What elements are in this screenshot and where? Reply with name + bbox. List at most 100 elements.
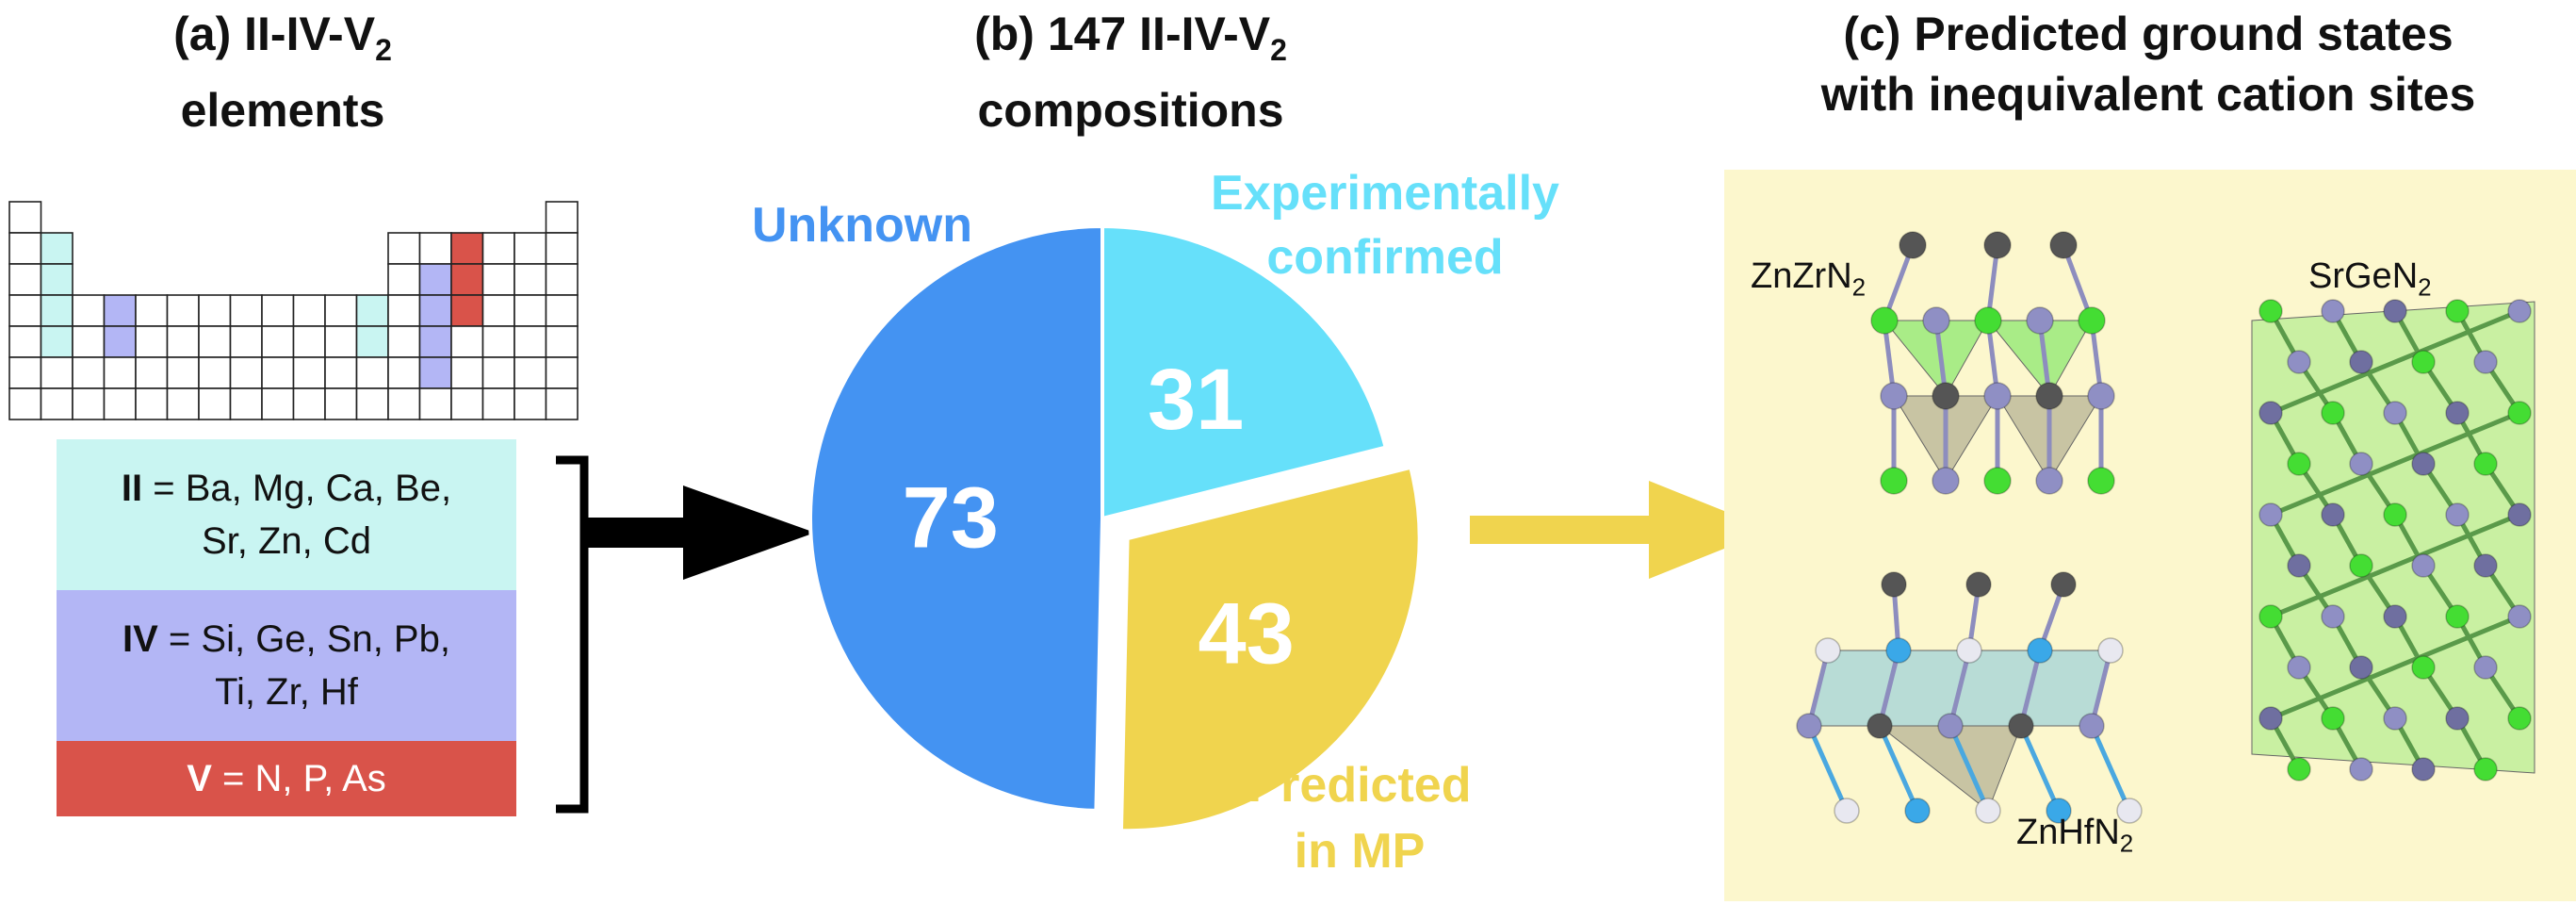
pt-cell — [103, 325, 137, 358]
pt-cell — [481, 294, 515, 327]
pt-cell — [8, 356, 42, 389]
atom — [2321, 299, 2345, 323]
pt-cell — [387, 263, 421, 296]
bond — [1877, 724, 1920, 813]
pt-cell — [8, 232, 42, 265]
atom — [2049, 231, 2078, 259]
atom — [2258, 604, 2283, 629]
atom — [2287, 350, 2311, 374]
atom — [1983, 231, 2012, 259]
atom — [2258, 502, 2283, 527]
atom — [2411, 350, 2436, 374]
label-srgen2: SrGeN2 — [2308, 256, 2432, 302]
pt-cell — [545, 263, 579, 296]
panel-b-title: (b) 147 II-IV-V2 compositions — [974, 8, 1287, 137]
pt-cell — [450, 263, 484, 296]
pt-cell — [103, 356, 137, 389]
pt-cell — [450, 387, 484, 420]
pt-cell — [166, 325, 200, 358]
atom — [1956, 637, 1982, 664]
pt-cell — [166, 387, 200, 420]
atom — [2473, 452, 2498, 476]
atom — [2383, 299, 2407, 323]
atom — [1885, 637, 1912, 664]
atom — [2507, 604, 2532, 629]
pt-cell — [545, 201, 579, 234]
label-znhfn2: ZnHfN2 — [2016, 813, 2134, 858]
atom — [1937, 713, 1964, 739]
pt-cell — [198, 294, 232, 327]
pt-cell — [198, 387, 232, 420]
atom — [2035, 467, 2063, 495]
atom — [2349, 757, 2373, 782]
atom — [2287, 452, 2311, 476]
atom — [2411, 553, 2436, 578]
atom — [2046, 798, 2072, 824]
pt-cell — [324, 294, 358, 327]
atom — [1983, 382, 2012, 410]
atom — [1932, 467, 1960, 495]
atom — [2035, 382, 2063, 410]
bond — [2089, 650, 2113, 727]
pt-cell — [72, 325, 106, 358]
pt-cell — [8, 294, 42, 327]
atom — [2087, 382, 2115, 410]
pt-cell — [418, 387, 452, 420]
bond — [2270, 410, 2520, 518]
pt-cell — [40, 294, 73, 327]
arrow-head-yellow — [1649, 481, 1771, 579]
atom — [2445, 706, 2470, 731]
atom — [2321, 706, 2345, 731]
pt-cell — [418, 356, 452, 389]
atom — [1922, 306, 1950, 335]
atom — [2321, 502, 2345, 527]
pt-cell — [261, 294, 295, 327]
arrow-head-black — [683, 485, 815, 580]
atom — [2445, 502, 2470, 527]
atom — [2321, 604, 2345, 629]
label-znzrn2: ZnZrN2 — [1751, 256, 1867, 302]
pt-cell — [40, 263, 73, 296]
atom — [1975, 798, 2001, 824]
pt-cell — [418, 325, 452, 358]
atom — [1815, 637, 1841, 664]
pt-cell — [198, 325, 232, 358]
pie-chart: 73 31 43 Unknown Experimentally confirme… — [752, 170, 1559, 879]
pt-cell — [229, 325, 263, 358]
pt-cell — [545, 387, 579, 420]
atom — [2383, 401, 2407, 425]
label-predicted-1: Predicted — [1248, 758, 1472, 813]
atom — [2349, 350, 2373, 374]
atom — [1932, 382, 1960, 410]
panel-c-title: (c) Predicted ground states with inequiv… — [1820, 8, 2476, 121]
pt-cell — [355, 387, 389, 420]
pt-cell — [514, 325, 547, 358]
pt-cell — [481, 325, 515, 358]
atom — [2473, 757, 2498, 782]
atom — [2507, 299, 2532, 323]
pt-cell — [40, 232, 73, 265]
bond — [2270, 512, 2520, 619]
pt-cell — [514, 387, 547, 420]
atom — [2411, 757, 2436, 782]
pt-cell — [135, 387, 169, 420]
pt-cell — [324, 387, 358, 420]
atom — [2445, 604, 2470, 629]
pt-cell — [72, 294, 106, 327]
bracket-arrow — [556, 455, 815, 814]
pt-cell — [292, 356, 326, 389]
atom — [2287, 655, 2311, 680]
label-predicted-2: in MP — [1295, 824, 1426, 879]
atom — [2008, 713, 2034, 739]
pie-slice-unknown — [808, 223, 1104, 813]
panel-a-title: (a) II-IV-V2 elements — [173, 8, 392, 137]
pt-cell — [8, 263, 42, 296]
pt-cell — [166, 356, 200, 389]
atom — [2473, 655, 2498, 680]
pt-cell — [418, 294, 452, 327]
pt-cell — [229, 387, 263, 420]
atom — [2411, 655, 2436, 680]
bond — [2270, 614, 2520, 721]
atom — [1983, 467, 2012, 495]
pt-cell — [450, 356, 484, 389]
